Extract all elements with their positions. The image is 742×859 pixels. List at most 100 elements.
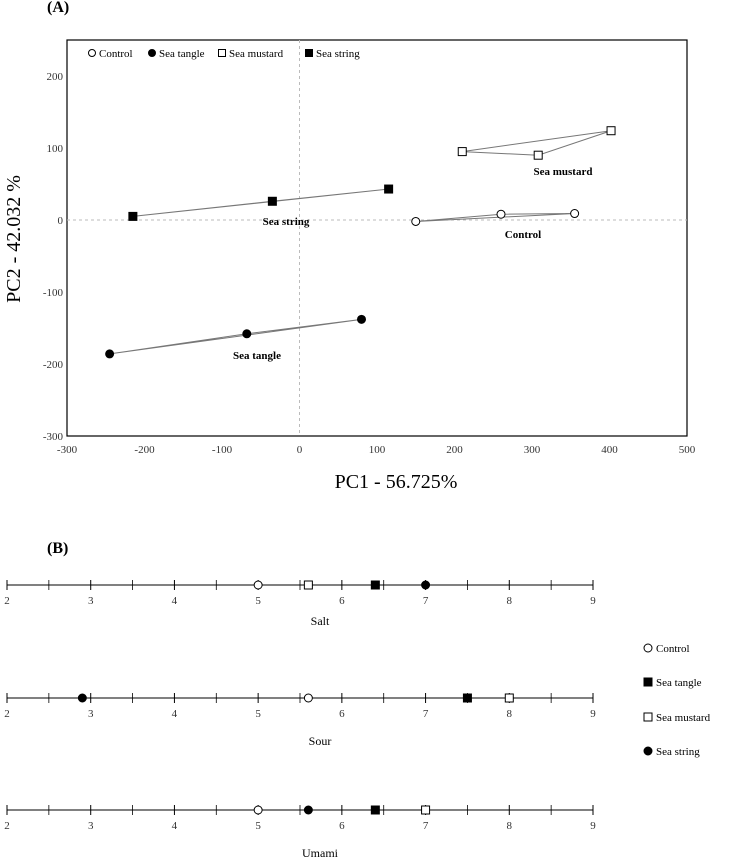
scale-tick-label: 5 <box>255 595 261 607</box>
taste-legend-marker-sea-tangle <box>643 677 653 687</box>
legend-marker-sea-string <box>305 49 313 57</box>
x-tick-label: 100 <box>369 444 386 456</box>
scale-tick-label: 4 <box>172 595 178 607</box>
legend-label-sea-string: Sea string <box>316 48 360 60</box>
scale-tick-label: 9 <box>590 595 596 607</box>
point-sea-mustard <box>457 147 467 157</box>
x-tick-label: 300 <box>524 444 541 456</box>
scale-tick-label: 4 <box>172 820 178 832</box>
point-sea-mustard <box>533 150 543 160</box>
scale-point-sea-tangle <box>370 805 380 815</box>
cluster-label-control: Control <box>505 229 541 241</box>
scale-point-control <box>303 693 313 703</box>
triangle-sea-tangle <box>109 318 362 355</box>
legend-label-control: Control <box>99 48 133 60</box>
scale-point-sea-mustard <box>504 693 514 703</box>
y-tick-label: -300 <box>43 431 64 443</box>
legend-marker-sea-tangle <box>148 49 156 57</box>
taste-legend-marker-control <box>643 643 653 653</box>
point-control <box>496 209 506 219</box>
scale-tick-label: 5 <box>255 708 261 720</box>
x-tick-label: 500 <box>679 444 696 456</box>
scale-tick-label: 9 <box>590 820 596 832</box>
y-tick-label: 200 <box>47 71 64 83</box>
taste-legend-label-control: Control <box>656 643 690 655</box>
scale-point-control <box>253 580 263 590</box>
series-control: Control <box>411 209 580 241</box>
scale-tick-label: 6 <box>339 820 345 832</box>
pca-zero-lines <box>67 40 687 436</box>
x-tick-label: 400 <box>601 444 618 456</box>
scale-point-sea-mustard <box>303 580 313 590</box>
legend-label-sea-mustard: Sea mustard <box>229 48 284 60</box>
panel-b-label: (B) <box>47 540 68 557</box>
x-axis-title: PC1 - 56.725% <box>335 471 458 493</box>
scale-point-sea-tangle <box>462 693 472 703</box>
scale-point-control <box>253 805 263 815</box>
panel-a-label: (A) <box>47 0 69 16</box>
scale-tick-label: 2 <box>4 708 10 720</box>
y-tick-label: 0 <box>58 215 64 227</box>
scale-point-sea-string <box>77 693 87 703</box>
x-tick-label: -200 <box>134 444 155 456</box>
scale-tick-label: 7 <box>423 708 429 720</box>
scale-tick-label: 3 <box>88 820 94 832</box>
point-sea-tangle <box>105 349 115 359</box>
triangle-sea-string <box>132 188 389 217</box>
taste-legend-label-sea-string: Sea string <box>656 746 700 758</box>
scale-tick-label: 2 <box>4 820 10 832</box>
series-sea-mustard: Sea mustard <box>457 126 616 178</box>
cluster-label-sea-string: Sea string <box>263 216 310 228</box>
legend-label-sea-tangle: Sea tangle <box>159 48 205 60</box>
taste-legend-marker-sea-mustard <box>643 712 653 722</box>
scale-name-sour: Sour <box>309 734 332 748</box>
scale-tick-label: 3 <box>88 595 94 607</box>
y-tick-label: -200 <box>43 359 64 371</box>
plot-a-frame <box>66 39 688 437</box>
legend-marker-control <box>88 49 96 57</box>
pca-series: Control Sea tangle Sea mustard Sea string <box>105 126 616 362</box>
scale-tick-label: 8 <box>507 820 513 832</box>
x-tick-label: -300 <box>57 444 78 456</box>
scale-tick-label: 9 <box>590 708 596 720</box>
point-sea-string <box>267 196 277 206</box>
scale-tick-label: 6 <box>339 595 345 607</box>
scale-tick-label: 8 <box>507 595 513 607</box>
point-sea-string <box>384 184 394 194</box>
scale-salt: 2 3 4 5 6 7 8 9 Salt <box>4 580 596 628</box>
point-sea-tangle <box>242 329 252 339</box>
scale-name-umami: Umami <box>302 846 339 859</box>
pca-tick-labels: -300 -200 -100 0 100 200 300 400 500 -300 -200 -100… <box>43 71 696 456</box>
scale-name-salt: Salt <box>311 614 330 628</box>
point-sea-string <box>128 211 138 221</box>
scale-tick-label: 2 <box>4 595 10 607</box>
point-control <box>570 209 580 219</box>
scale-tick-label: 7 <box>423 595 429 607</box>
scale-point-sea-mustard <box>421 805 431 815</box>
cluster-label-sea-mustard: Sea mustard <box>534 166 593 178</box>
cluster-label-sea-tangle: Sea tangle <box>233 350 281 362</box>
scale-point-sea-string <box>303 805 313 815</box>
scale-tick-label: 5 <box>255 820 261 832</box>
scale-tick-label: 6 <box>339 708 345 720</box>
x-tick-label: 0 <box>297 444 303 456</box>
scale-tick-label: 8 <box>507 708 513 720</box>
series-sea-tangle: Sea tangle <box>105 314 366 362</box>
x-tick-label: -100 <box>212 444 233 456</box>
triangle-control <box>415 213 575 222</box>
taste-legend-label-sea-tangle: Sea tangle <box>656 677 702 689</box>
point-sea-mustard <box>606 126 616 136</box>
taste-legend-label-sea-mustard: Sea mustard <box>656 712 711 724</box>
scale-umami: 2 3 4 5 6 7 8 9 Umami <box>4 805 596 859</box>
triangle-sea-mustard <box>462 130 612 156</box>
taste-scales: 2 3 4 5 6 7 8 9 Salt 2 3 4 5 6 7 8 9 Sour 2 3 4 5 6 7 8 9 Umami <box>4 580 596 859</box>
scale-tick-label: 4 <box>172 708 178 720</box>
scale-point-sea-tangle <box>370 580 380 590</box>
y-tick-label: -100 <box>43 287 64 299</box>
legend-marker-sea-mustard <box>218 49 226 57</box>
pca-legend: Control Sea tangle Sea mustard Sea string <box>88 48 360 60</box>
y-tick-label: 100 <box>47 143 64 155</box>
scale-sour: 2 3 4 5 6 7 8 9 Sour <box>4 693 596 748</box>
point-control <box>411 216 421 226</box>
